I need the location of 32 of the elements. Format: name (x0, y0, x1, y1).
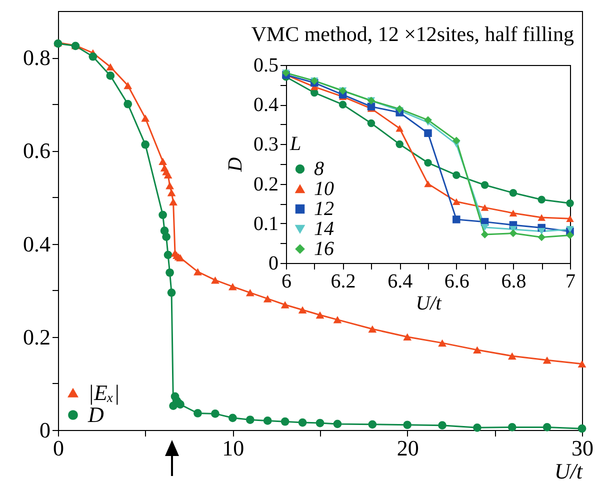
legend-label: 8 (314, 158, 324, 180)
x-tick-label: 6.8 (501, 270, 526, 292)
legend-label: |Eₓ| (88, 380, 120, 405)
legend-label: 16 (314, 238, 334, 260)
y-tick-label: 0.1 (254, 212, 278, 235)
y-tick-label: 0.2 (23, 324, 50, 350)
y-axis-title: D (224, 156, 246, 173)
text: VMC method, 12 ×12sites, half filling (251, 22, 574, 46)
y-tick-label: 0.3 (254, 134, 278, 156)
y-tick-label: 0.6 (23, 138, 50, 164)
x-tick-label: 6.6 (444, 270, 470, 292)
x-axis-title: U/t (554, 458, 584, 484)
x-tick-label: 7 (566, 270, 576, 292)
y-tick-label: 0.4 (23, 231, 50, 256)
y-tick-label: 0.5 (254, 54, 278, 76)
legend-title: L (289, 133, 302, 155)
x-tick-label: 6.2 (330, 270, 356, 292)
legend-label: D (87, 402, 104, 427)
y-tick-label: 0.8 (23, 45, 50, 70)
x-axis-title: U/t (416, 292, 442, 314)
y-tick-label: 0 (40, 418, 50, 442)
y-tick-label: 0.4 (254, 94, 278, 116)
x-tick-label: 20 (396, 436, 419, 460)
legend-label: 10 (314, 178, 334, 200)
legend-label: 12 (314, 198, 334, 220)
x-tick-label: 10 (222, 436, 244, 460)
x-tick-label: 6.4 (388, 270, 413, 292)
legend-label: 14 (314, 218, 334, 240)
x-tick-label: 30 (572, 436, 594, 460)
y-tick-label: 0 (268, 252, 278, 274)
x-tick-label: 6 (282, 270, 292, 292)
y-tick-label: 0.2 (254, 173, 278, 196)
